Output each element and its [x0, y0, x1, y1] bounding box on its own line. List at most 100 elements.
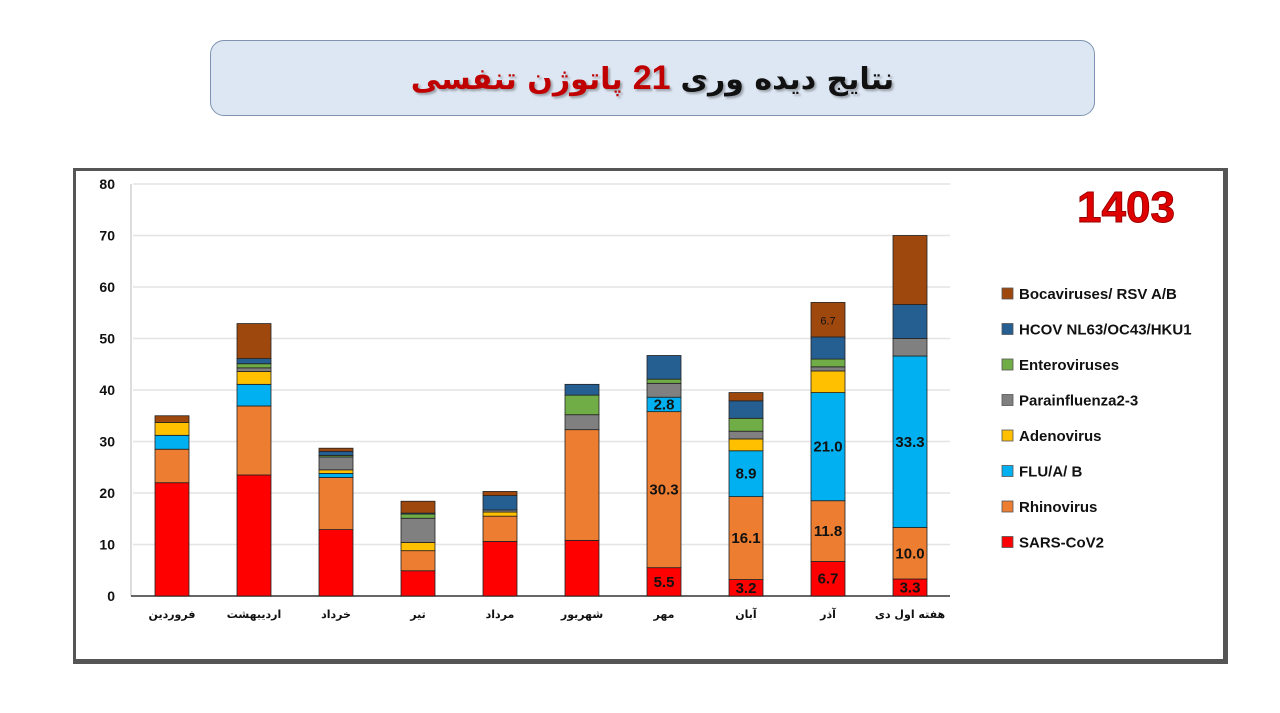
bar-segment: [810, 302, 846, 338]
legend-label: SARS-CoV2: [1019, 535, 1104, 552]
y-tick-label: 40: [99, 382, 115, 398]
bar-segment: [728, 438, 764, 452]
bar-segment: [482, 541, 518, 597]
legend-label: Parainfluenza2-3: [1019, 393, 1138, 410]
bar-segment: [564, 429, 600, 541]
bar-segment: [482, 495, 518, 511]
bar-segment: [400, 517, 436, 543]
bar-segment: [728, 400, 764, 419]
legend-swatch: [1001, 358, 1014, 371]
bar-segment: [154, 448, 190, 484]
data-label: 8.9: [736, 466, 757, 483]
data-label: 6.7: [820, 316, 835, 328]
legend-swatch: [1001, 536, 1014, 548]
bar-segment: [236, 367, 272, 372]
bar-segment: [400, 513, 436, 519]
bar-segment: [154, 482, 190, 597]
title-part1: نتایج دیده وری: [680, 61, 895, 97]
bar-segment: [728, 430, 764, 440]
x-tick-label: آذر: [819, 607, 836, 621]
bar-segment: [810, 358, 846, 368]
legend-swatch: [1001, 394, 1014, 406]
bar-segment: [318, 529, 354, 597]
bar-segment: [154, 422, 190, 436]
bar-segment: [646, 355, 682, 380]
y-tick-label: 0: [107, 588, 115, 604]
y-tick-label: 50: [99, 331, 115, 347]
y-tick-label: 80: [99, 176, 115, 192]
legend-swatch: [1001, 429, 1014, 442]
data-label: 30.3: [649, 482, 678, 499]
y-tick-label: 20: [99, 485, 115, 501]
bar-segment: [400, 542, 436, 552]
data-label: 33.3: [895, 434, 924, 451]
bar-segment: [810, 392, 846, 502]
legend-label: Rhinovirus: [1019, 499, 1097, 516]
bar-segment: [236, 405, 272, 476]
bar-segment: [564, 383, 600, 396]
bar-segment: [564, 414, 600, 431]
bar-segment: [400, 500, 436, 514]
bar-segment: [236, 474, 272, 597]
legend-label: Enteroviruses: [1019, 357, 1119, 374]
y-tick-label: 10: [99, 537, 115, 553]
bar-segment: [482, 491, 518, 496]
y-tick-label: 70: [99, 228, 115, 244]
bar-segment: [810, 370, 846, 393]
data-label: 3.2: [736, 580, 757, 597]
data-label: 11.8: [814, 523, 842, 540]
bar-segment: [154, 434, 190, 450]
bar-segment: [154, 415, 190, 423]
y-tick-label: 30: [99, 434, 115, 450]
x-tick-label: هفته اول دی: [875, 608, 945, 621]
bar-segment: [482, 515, 518, 542]
title-banner: نتایج دیده وری21پاتوژن تنفسی: [210, 40, 1095, 116]
bar-segment: [236, 383, 272, 407]
bar-segment: [564, 539, 600, 597]
legend-label: FLU/A/ B: [1019, 464, 1082, 481]
bar-segment: [728, 450, 764, 498]
bar-segment: [728, 417, 764, 432]
title-number: 21: [632, 58, 671, 97]
bar-segment: [236, 358, 272, 365]
x-tick-label: اردیبهشت: [227, 608, 281, 621]
bar-segment: [236, 371, 272, 385]
year-label: 1403: [1077, 183, 1175, 232]
bar-segment: [646, 382, 682, 398]
x-tick-label: مرداد: [486, 608, 515, 621]
x-tick-label: تیر: [409, 608, 425, 621]
data-label: 6.7: [818, 571, 839, 588]
legend-label: Adenovirus: [1019, 428, 1102, 445]
bar-segment: [810, 561, 846, 597]
data-label: 21.0: [813, 439, 842, 456]
bar-segment: [236, 323, 272, 359]
data-label: 5.5: [654, 574, 675, 591]
bar-segment: [318, 447, 354, 452]
bar-segment: [892, 527, 928, 580]
legend-swatch: [1001, 465, 1014, 477]
x-tick-label: شهریور: [560, 608, 603, 621]
legend-swatch: [1001, 287, 1014, 300]
bar-segment: [646, 378, 682, 384]
bar-segment: [892, 355, 928, 528]
legend-swatch: [1001, 323, 1014, 335]
data-label: 16.1: [731, 530, 760, 547]
bar-segment: [892, 304, 928, 339]
bar-segment: [728, 496, 764, 580]
bar-segment: [318, 477, 354, 530]
bar-segment: [318, 450, 354, 456]
bar-segment: [318, 473, 354, 478]
bar-segment: [482, 511, 518, 517]
bar-segment: [892, 338, 928, 357]
bar-segment: [400, 550, 436, 572]
bar-segment: [892, 235, 928, 305]
legend-swatch: [1001, 500, 1014, 513]
bar-segment: [810, 366, 846, 372]
legend-label: HCOV NL63/OC43/HKU1: [1019, 322, 1192, 339]
x-tick-label: خرداد: [321, 608, 351, 621]
legend-label: Bocaviruses/ RSV A/B: [1019, 286, 1177, 303]
bar-segment: [400, 570, 436, 597]
x-tick-label: آبان: [735, 607, 757, 621]
bar-segment: [810, 336, 846, 360]
